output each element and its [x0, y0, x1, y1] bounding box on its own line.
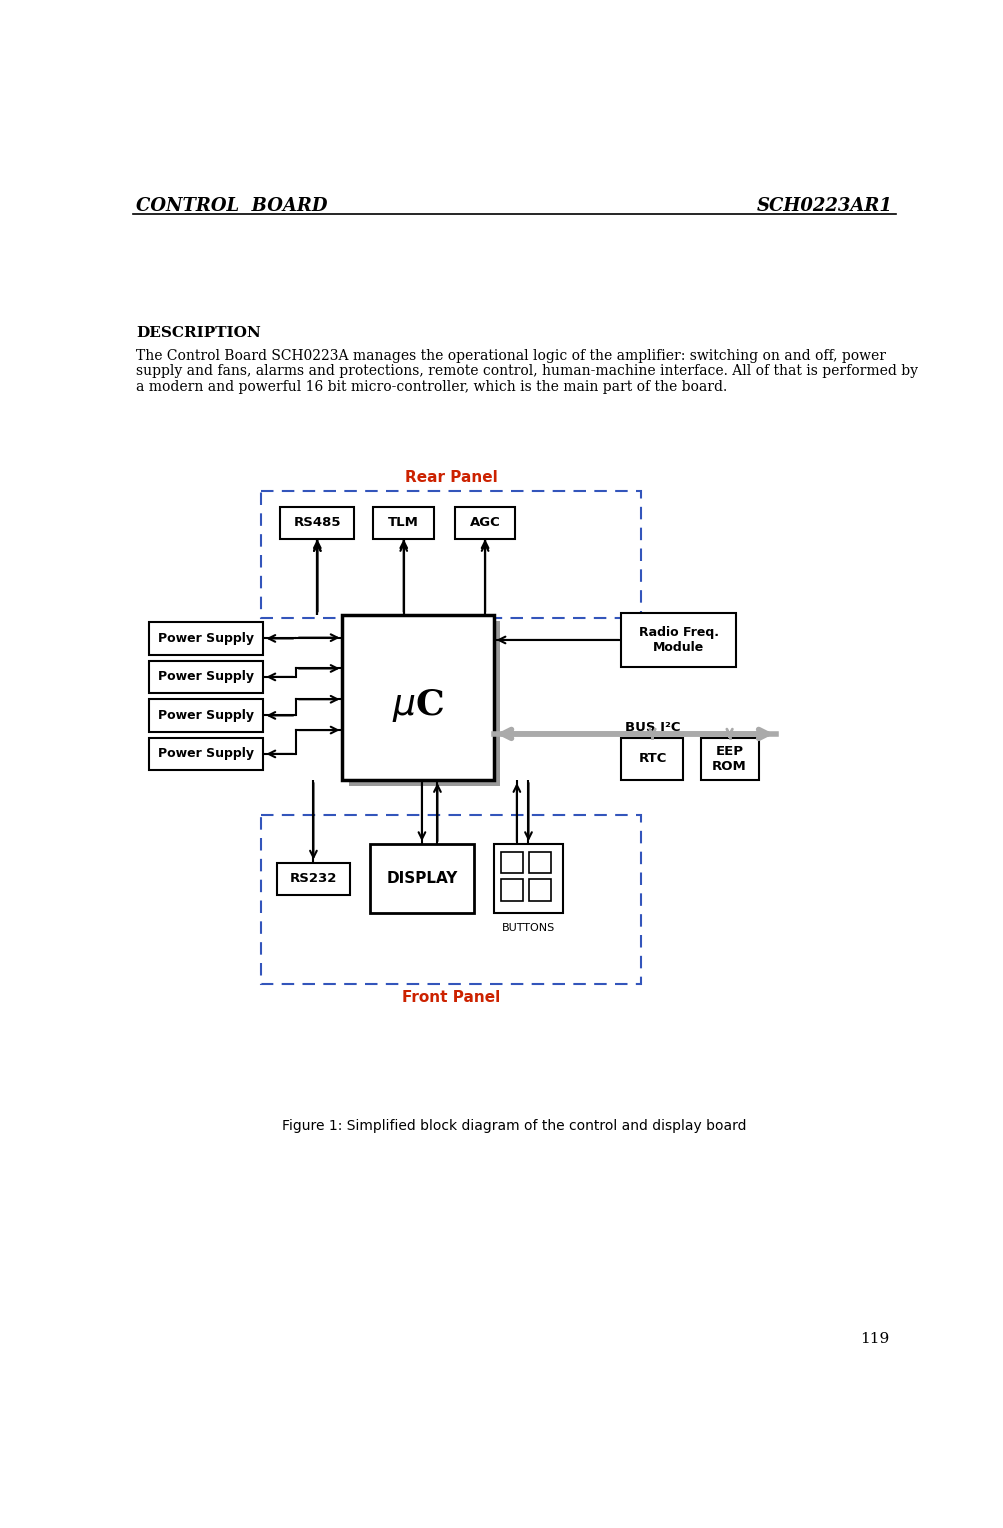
Text: Figure 1: Simplified block diagram of the control and display board: Figure 1: Simplified block diagram of th…	[282, 1118, 746, 1132]
Text: $\mu$C: $\mu$C	[391, 686, 443, 724]
Bar	[342, 614, 493, 781]
Bar	[277, 862, 350, 895]
Text: Power Supply: Power Supply	[157, 709, 254, 721]
Bar	[529, 851, 551, 874]
Text: Front Panel: Front Panel	[401, 990, 499, 1005]
Text: Module: Module	[653, 642, 704, 654]
Bar	[500, 851, 523, 874]
Text: DISPLAY: DISPLAY	[386, 871, 457, 886]
Text: Power Supply: Power Supply	[157, 747, 254, 761]
Bar	[621, 613, 735, 666]
Bar	[493, 843, 563, 914]
Text: DESCRIPTION: DESCRIPTION	[136, 325, 261, 339]
Text: RS485: RS485	[293, 516, 341, 529]
Bar	[500, 880, 523, 902]
Text: ROM: ROM	[711, 759, 746, 773]
Text: EEP: EEP	[715, 744, 743, 758]
Bar	[348, 620, 499, 787]
Bar	[700, 738, 758, 781]
Text: Power Supply: Power Supply	[157, 671, 254, 683]
Bar	[621, 738, 683, 781]
Text: RS232: RS232	[290, 872, 337, 885]
Bar	[529, 880, 551, 902]
Text: BUTTONS: BUTTONS	[502, 923, 555, 932]
Text: BUS I²C: BUS I²C	[625, 721, 680, 733]
Bar	[261, 492, 640, 619]
Bar	[148, 622, 263, 654]
Text: 119: 119	[860, 1332, 889, 1346]
Bar	[280, 507, 354, 539]
Bar	[454, 507, 515, 539]
Text: RTC: RTC	[638, 752, 666, 766]
Bar	[148, 700, 263, 732]
Bar	[369, 843, 473, 914]
Text: Radio Freq.: Radio Freq.	[638, 626, 718, 639]
Text: The Control Board SCH0223A manages the operational logic of the amplifier: switc: The Control Board SCH0223A manages the o…	[136, 348, 886, 364]
Text: Power Supply: Power Supply	[157, 633, 254, 645]
Text: Rear Panel: Rear Panel	[404, 471, 496, 486]
Text: TLM: TLM	[388, 516, 418, 529]
Bar	[261, 814, 640, 984]
Bar	[148, 660, 263, 694]
Bar	[373, 507, 433, 539]
Text: AGC: AGC	[469, 516, 499, 529]
Text: supply and fans, alarms and protections, remote control, human-machine interface: supply and fans, alarms and protections,…	[136, 364, 918, 379]
Text: a modern and powerful 16 bit micro-controller, which is the main part of the boa: a modern and powerful 16 bit micro-contr…	[136, 380, 727, 394]
Text: SCH0223AR1: SCH0223AR1	[756, 197, 892, 215]
Bar	[148, 738, 263, 770]
Text: CONTROL  BOARD: CONTROL BOARD	[136, 197, 328, 215]
